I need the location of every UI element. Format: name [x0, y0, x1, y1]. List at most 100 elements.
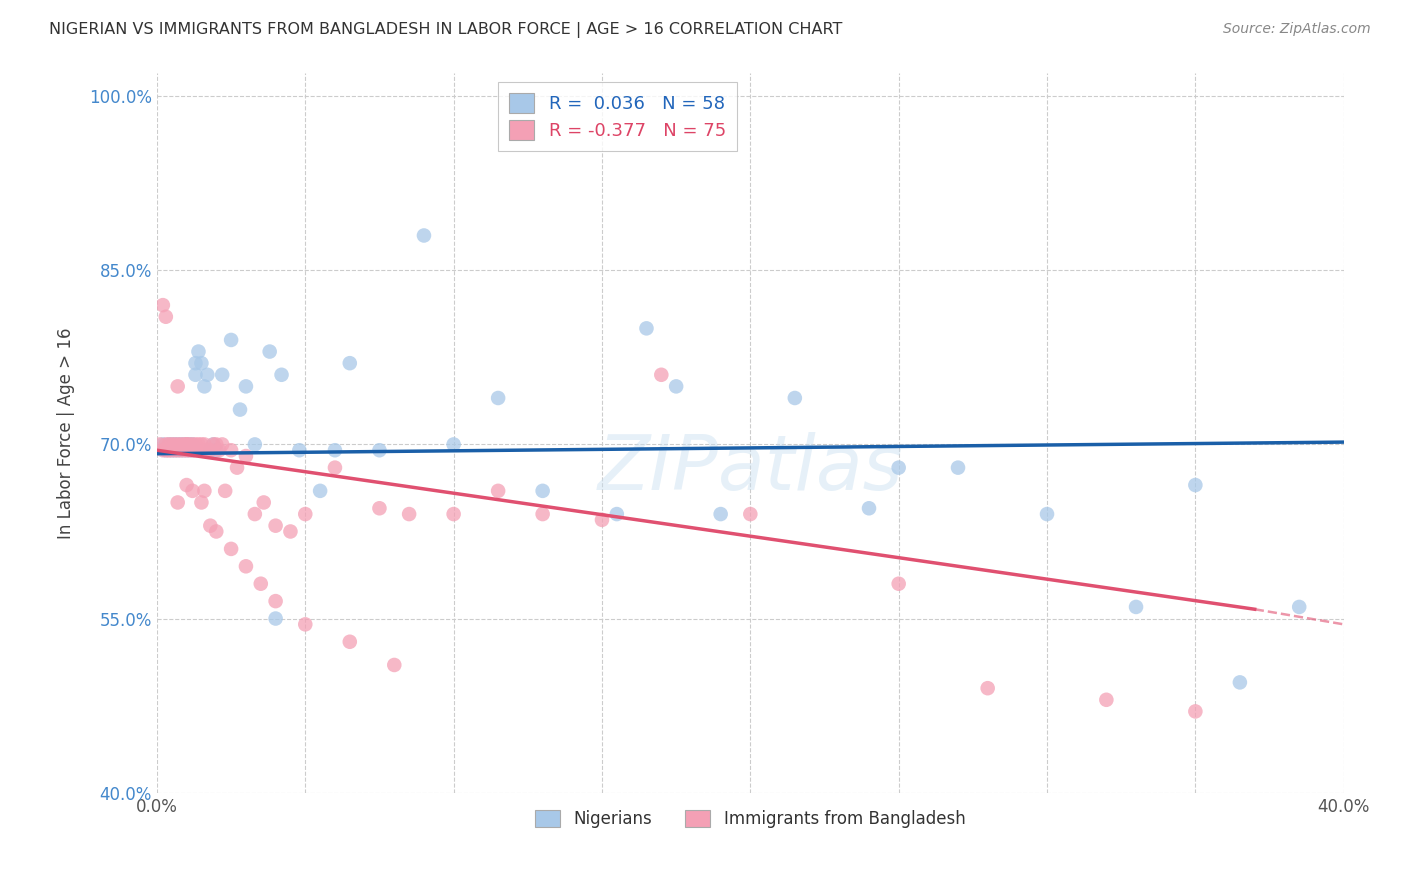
Point	[176, 443, 198, 458]
Point	[443, 507, 465, 521]
Point	[169, 443, 191, 458]
Point	[193, 483, 215, 498]
Point	[166, 437, 188, 451]
Text: ZIPatlas: ZIPatlas	[598, 432, 903, 506]
Point	[323, 443, 346, 458]
Point	[382, 657, 405, 672]
Legend: Nigerians, Immigrants from Bangladesh: Nigerians, Immigrants from Bangladesh	[529, 803, 972, 835]
Point	[1184, 705, 1206, 719]
Point	[195, 368, 218, 382]
Point	[179, 443, 201, 458]
Point	[205, 524, 228, 539]
Point	[946, 460, 969, 475]
Point	[200, 443, 222, 458]
Point	[169, 443, 191, 458]
Point	[887, 576, 910, 591]
Point	[152, 443, 174, 458]
Point	[155, 437, 177, 451]
Point	[368, 501, 391, 516]
Point	[163, 443, 186, 458]
Point	[665, 379, 688, 393]
Point	[195, 443, 218, 458]
Point	[443, 437, 465, 451]
Point	[181, 483, 204, 498]
Point	[169, 437, 191, 451]
Point	[235, 379, 257, 393]
Point	[710, 507, 733, 521]
Point	[184, 443, 207, 458]
Point	[190, 356, 212, 370]
Point	[264, 594, 287, 608]
Point	[740, 507, 762, 521]
Point	[235, 559, 257, 574]
Point	[309, 483, 332, 498]
Point	[606, 507, 628, 521]
Point	[184, 356, 207, 370]
Point	[193, 437, 215, 451]
Point	[214, 483, 236, 498]
Point	[243, 507, 266, 521]
Point	[531, 507, 554, 521]
Point	[783, 391, 806, 405]
Point	[1229, 675, 1251, 690]
Point	[486, 391, 509, 405]
Point	[280, 524, 302, 539]
Point	[339, 634, 361, 648]
Point	[976, 681, 998, 696]
Point	[205, 443, 228, 458]
Point	[169, 437, 191, 451]
Point	[1036, 507, 1059, 521]
Point	[243, 437, 266, 451]
Point	[190, 495, 212, 509]
Point	[219, 333, 242, 347]
Point	[398, 507, 420, 521]
Point	[157, 443, 180, 458]
Point	[181, 443, 204, 458]
Point	[200, 443, 222, 458]
Point	[160, 437, 183, 451]
Y-axis label: In Labor Force | Age > 16: In Labor Force | Age > 16	[58, 327, 75, 539]
Point	[166, 495, 188, 509]
Point	[176, 443, 198, 458]
Point	[294, 617, 316, 632]
Point	[173, 443, 195, 458]
Point	[152, 298, 174, 312]
Point	[249, 576, 271, 591]
Point	[176, 437, 198, 451]
Point	[202, 437, 225, 451]
Point	[166, 443, 188, 458]
Point	[155, 443, 177, 458]
Point	[163, 437, 186, 451]
Point	[173, 437, 195, 451]
Point	[179, 437, 201, 451]
Point	[190, 437, 212, 451]
Point	[179, 437, 201, 451]
Point	[157, 437, 180, 451]
Point	[226, 460, 249, 475]
Point	[181, 437, 204, 451]
Point	[294, 507, 316, 521]
Point	[1288, 599, 1310, 614]
Point	[202, 437, 225, 451]
Point	[636, 321, 658, 335]
Point	[166, 437, 188, 451]
Point	[184, 368, 207, 382]
Point	[1125, 599, 1147, 614]
Point	[219, 541, 242, 556]
Point	[176, 437, 198, 451]
Point	[200, 518, 222, 533]
Point	[157, 437, 180, 451]
Text: NIGERIAN VS IMMIGRANTS FROM BANGLADESH IN LABOR FORCE | AGE > 16 CORRELATION CHA: NIGERIAN VS IMMIGRANTS FROM BANGLADESH I…	[49, 22, 842, 38]
Point	[179, 443, 201, 458]
Point	[187, 437, 209, 451]
Point	[181, 443, 204, 458]
Point	[219, 443, 242, 458]
Point	[176, 437, 198, 451]
Point	[270, 368, 292, 382]
Point	[163, 437, 186, 451]
Point	[173, 443, 195, 458]
Point	[160, 443, 183, 458]
Point	[253, 495, 276, 509]
Point	[1095, 693, 1118, 707]
Point	[259, 344, 281, 359]
